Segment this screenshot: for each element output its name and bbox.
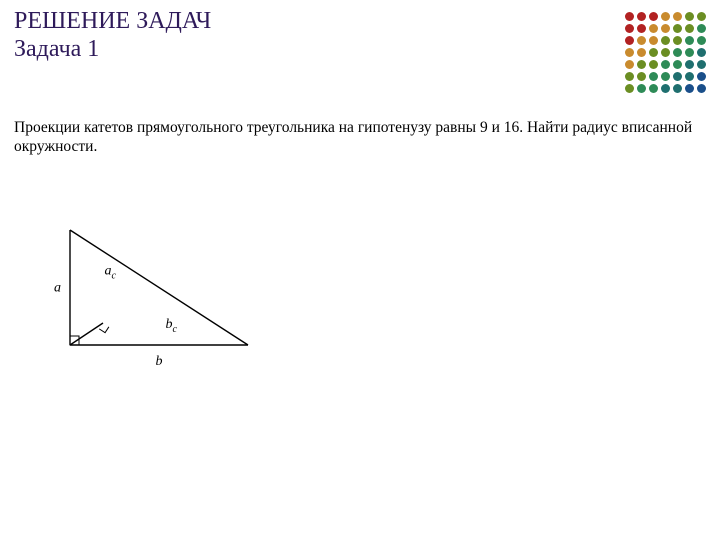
dot-icon [673, 12, 682, 21]
dot-icon [637, 72, 646, 81]
dot-icon [625, 84, 634, 93]
dot-icon [685, 72, 694, 81]
triangle-svg: a b ac bc [30, 220, 260, 370]
dot-icon [625, 72, 634, 81]
dot-icon [685, 36, 694, 45]
dot-icon [637, 60, 646, 69]
decorative-dot-grid [622, 12, 706, 96]
dot-icon [697, 12, 706, 21]
dot-icon [649, 84, 658, 93]
dot-icon [697, 72, 706, 81]
dot-icon [685, 84, 694, 93]
dot-icon [637, 48, 646, 57]
dot-icon [673, 84, 682, 93]
title-line-1: РЕШЕНИЕ ЗАДАЧ [14, 8, 211, 36]
dot-icon [661, 84, 670, 93]
dot-icon [661, 48, 670, 57]
dot-icon [637, 12, 646, 21]
dot-icon [625, 36, 634, 45]
dot-icon [661, 24, 670, 33]
dot-icon [649, 24, 658, 33]
dot-icon [661, 72, 670, 81]
svg-text:ac: ac [105, 264, 117, 282]
dot-icon [625, 60, 634, 69]
dot-icon [649, 72, 658, 81]
dot-icon [697, 24, 706, 33]
dot-icon [673, 48, 682, 57]
dot-icon [649, 48, 658, 57]
dot-icon [685, 12, 694, 21]
svg-text:b: b [156, 354, 163, 369]
triangle-diagram: a b ac bc [30, 220, 260, 375]
dot-icon [673, 60, 682, 69]
title-line-2: Задача 1 [14, 36, 211, 64]
dot-icon [673, 24, 682, 33]
dot-icon [637, 24, 646, 33]
dot-icon [625, 24, 634, 33]
title-block: РЕШЕНИЕ ЗАДАЧ Задача 1 [14, 8, 211, 63]
dot-icon [625, 48, 634, 57]
dot-icon [673, 36, 682, 45]
dot-icon [697, 60, 706, 69]
dot-icon [685, 60, 694, 69]
svg-text:bc: bc [166, 317, 178, 335]
dot-icon [661, 12, 670, 21]
dot-icon [637, 84, 646, 93]
dot-icon [649, 36, 658, 45]
dot-icon [649, 12, 658, 21]
problem-statement: Проекции катетов прямоугольного треуголь… [14, 118, 720, 157]
dot-icon [661, 36, 670, 45]
dot-icon [625, 12, 634, 21]
dot-icon [637, 36, 646, 45]
dot-icon [673, 72, 682, 81]
dot-icon [649, 60, 658, 69]
dot-icon [661, 60, 670, 69]
dot-icon [685, 48, 694, 57]
dot-icon [697, 84, 706, 93]
svg-text:a: a [54, 281, 61, 296]
dot-icon [685, 24, 694, 33]
dot-icon [697, 48, 706, 57]
dot-icon [697, 36, 706, 45]
